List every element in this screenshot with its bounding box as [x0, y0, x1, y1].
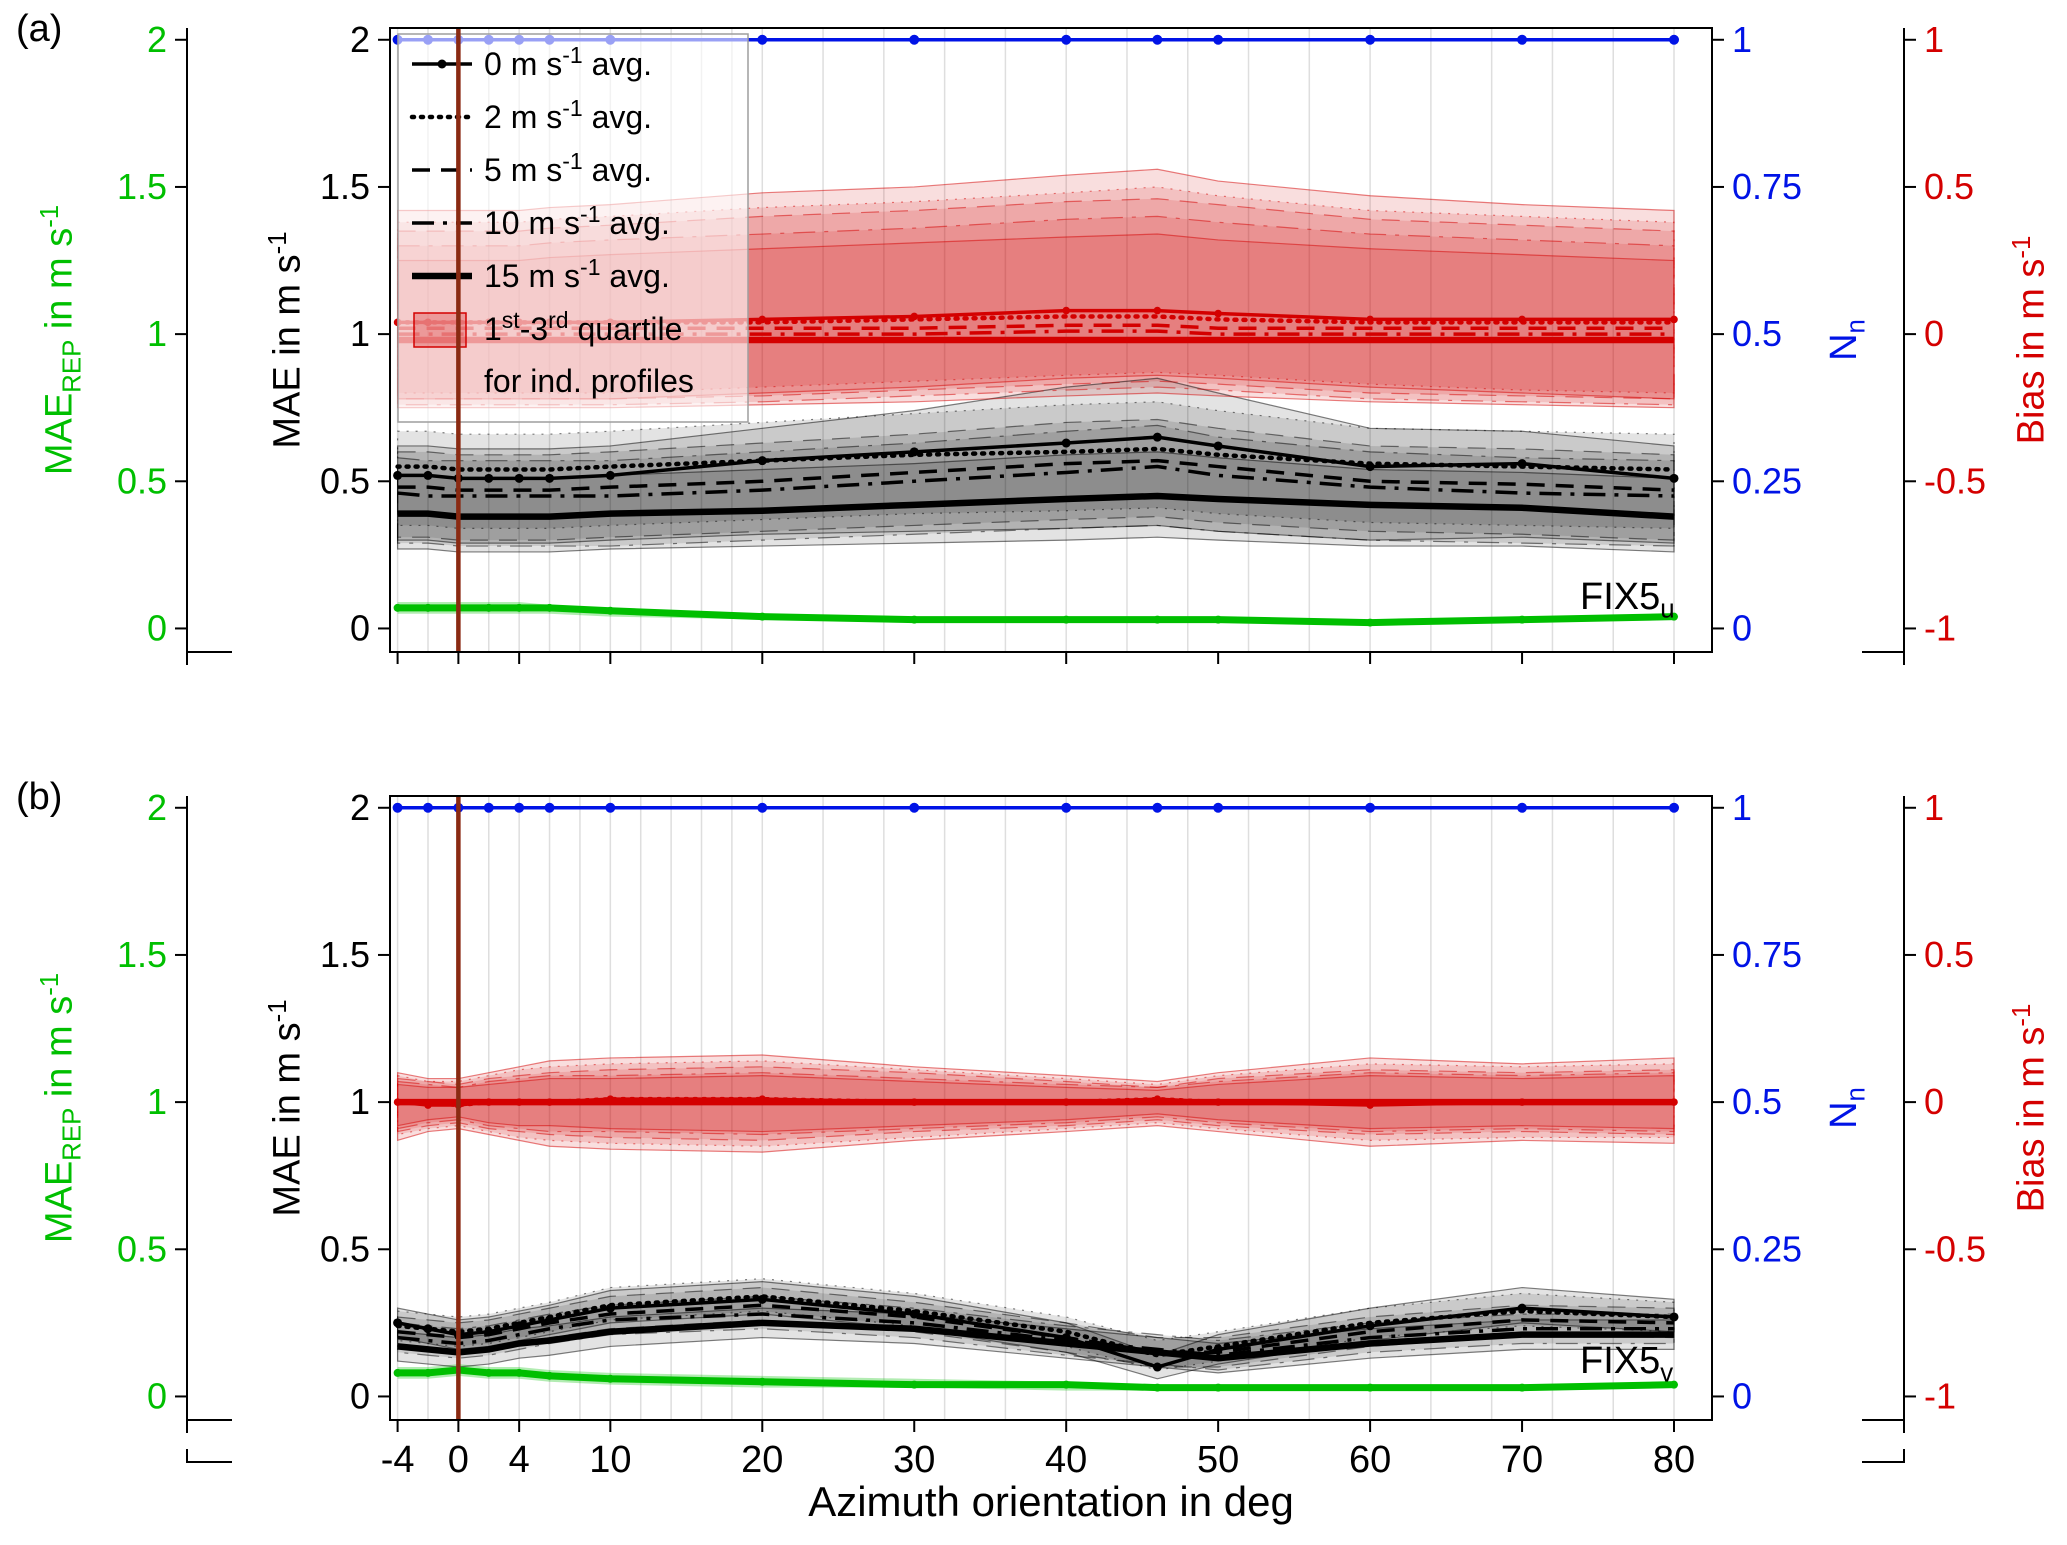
svg-text:1.5: 1.5: [117, 934, 167, 975]
panel-a: 0 m s-1 avg. 2 m s-1 avg. 5 m s-1 avg. 10 m…: [117, 19, 1986, 665]
svg-text:0.5: 0.5: [117, 1228, 167, 1269]
svg-text:-0.5: -0.5: [1924, 460, 1986, 501]
panel-a-label: (a): [16, 8, 63, 50]
svg-text:40: 40: [1045, 1439, 1087, 1481]
svg-text:1: 1: [147, 313, 167, 354]
svg-text:1.5: 1.5: [320, 934, 370, 975]
svg-text:0: 0: [147, 1375, 167, 1416]
svg-text:10: 10: [589, 1439, 631, 1481]
svg-text:1: 1: [147, 1081, 167, 1122]
mae-band-avg10: [397, 425, 1675, 547]
svg-text:70: 70: [1501, 1439, 1543, 1481]
svg-text:30: 30: [893, 1439, 935, 1481]
panel-b: -4 0 4 10 20 30 40 50 60 70 8000.511.5200.250.50.7…: [117, 787, 1986, 1481]
svg-text:2: 2: [147, 787, 167, 828]
mae-line-avg15: [397, 492, 1675, 520]
svg-text:0: 0: [350, 607, 370, 648]
svg-text:1: 1: [1924, 787, 1944, 828]
svg-text:1: 1: [1732, 787, 1752, 828]
legend: 0 m s-1 avg. 2 m s-1 avg. 5 m s-1 avg. 10 m…: [397, 33, 749, 423]
svg-text:-0.5: -0.5: [1924, 1228, 1986, 1269]
dataset-label-b: FIX5v: [1580, 1340, 1674, 1388]
svg-text:0: 0: [1924, 1081, 1944, 1122]
svg-text:0.5: 0.5: [1732, 1081, 1782, 1122]
mae-line-avg10: [397, 1312, 1675, 1358]
svg-text:0.75: 0.75: [1732, 934, 1802, 975]
svg-text:1: 1: [350, 313, 370, 354]
svg-text:5 m s-1 avg.: 5 m s-1 avg.: [484, 148, 652, 188]
svg-text:0.5: 0.5: [1924, 166, 1974, 207]
svg-text:10 m s-1 avg.: 10 m s-1 avg.: [484, 201, 670, 241]
svg-text:20: 20: [741, 1439, 783, 1481]
svg-text:0.5: 0.5: [1924, 934, 1974, 975]
svg-text:-1: -1: [1924, 1375, 1956, 1416]
svg-text:-4: -4: [381, 1439, 415, 1481]
mae-line-avg5: [397, 458, 1675, 492]
svg-text:0: 0: [1732, 607, 1752, 648]
svg-text:2: 2: [350, 19, 370, 60]
bias-axis-label-b: Bias in m s-1: [2008, 1003, 2053, 1213]
bias-axis-label-a: Bias in m s-1: [2008, 235, 2053, 445]
mae-band-avg0: [397, 1281, 1675, 1379]
svg-text:4: 4: [509, 1439, 530, 1481]
mae-rep-axis-label-b: MAEREP in m s-1: [36, 972, 87, 1244]
mae-line-avg2: [395, 446, 1677, 472]
svg-text:0.5: 0.5: [1732, 313, 1782, 354]
svg-text:-1: -1: [1924, 607, 1956, 648]
svg-text:0: 0: [1732, 1375, 1752, 1416]
svg-text:0: 0: [1924, 313, 1944, 354]
mae-rep-axis-label-a: MAEREP in m s-1: [36, 204, 87, 476]
svg-text:0.5: 0.5: [117, 460, 167, 501]
svg-text:for ind. profiles: for ind. profiles: [484, 363, 694, 399]
svg-text:0: 0: [147, 607, 167, 648]
svg-text:1.5: 1.5: [320, 166, 370, 207]
svg-text:0.25: 0.25: [1732, 460, 1802, 501]
mae-axis-label-a: MAE in m s-1: [264, 231, 309, 449]
svg-text:60: 60: [1349, 1439, 1391, 1481]
x-axis-label: Azimuth orientation in deg: [808, 1478, 1294, 1525]
svg-text:0: 0: [448, 1439, 469, 1481]
svg-text:1: 1: [350, 1081, 370, 1122]
svg-text:0: 0: [350, 1375, 370, 1416]
dataset-label-a: FIX5u: [1580, 576, 1675, 624]
bias-line-avg10: [397, 329, 1675, 336]
mae-axis-label-b: MAE in m s-1: [264, 999, 309, 1217]
svg-text:1: 1: [1924, 19, 1944, 60]
svg-text:1: 1: [1732, 19, 1752, 60]
svg-text:80: 80: [1653, 1439, 1695, 1481]
svg-text:2 m s-1 avg.: 2 m s-1 avg.: [484, 95, 652, 135]
svg-text:15 m s-1 avg.: 15 m s-1 avg.: [484, 254, 670, 294]
nn-axis-label-a: Nn: [1822, 319, 1871, 361]
mae-line-avg15: [397, 1319, 1675, 1362]
svg-text:1.5: 1.5: [117, 166, 167, 207]
mae-line-avg10: [397, 464, 1675, 498]
svg-text:1st-3rd quartile: 1st-3rd quartile: [484, 307, 682, 347]
svg-text:2: 2: [350, 787, 370, 828]
mae-line-avg5: [397, 1303, 1675, 1355]
svg-text:0.25: 0.25: [1732, 1228, 1802, 1269]
svg-text:0.75: 0.75: [1732, 166, 1802, 207]
svg-text:0.5: 0.5: [320, 460, 370, 501]
panel-b-label: (b): [16, 776, 63, 818]
svg-text:0 m s-1 avg.: 0 m s-1 avg.: [484, 42, 652, 82]
nn-axis-label-b: Nn: [1822, 1087, 1871, 1129]
svg-text:0.5: 0.5: [320, 1228, 370, 1269]
svg-text:2: 2: [147, 19, 167, 60]
svg-text:50: 50: [1197, 1439, 1239, 1481]
